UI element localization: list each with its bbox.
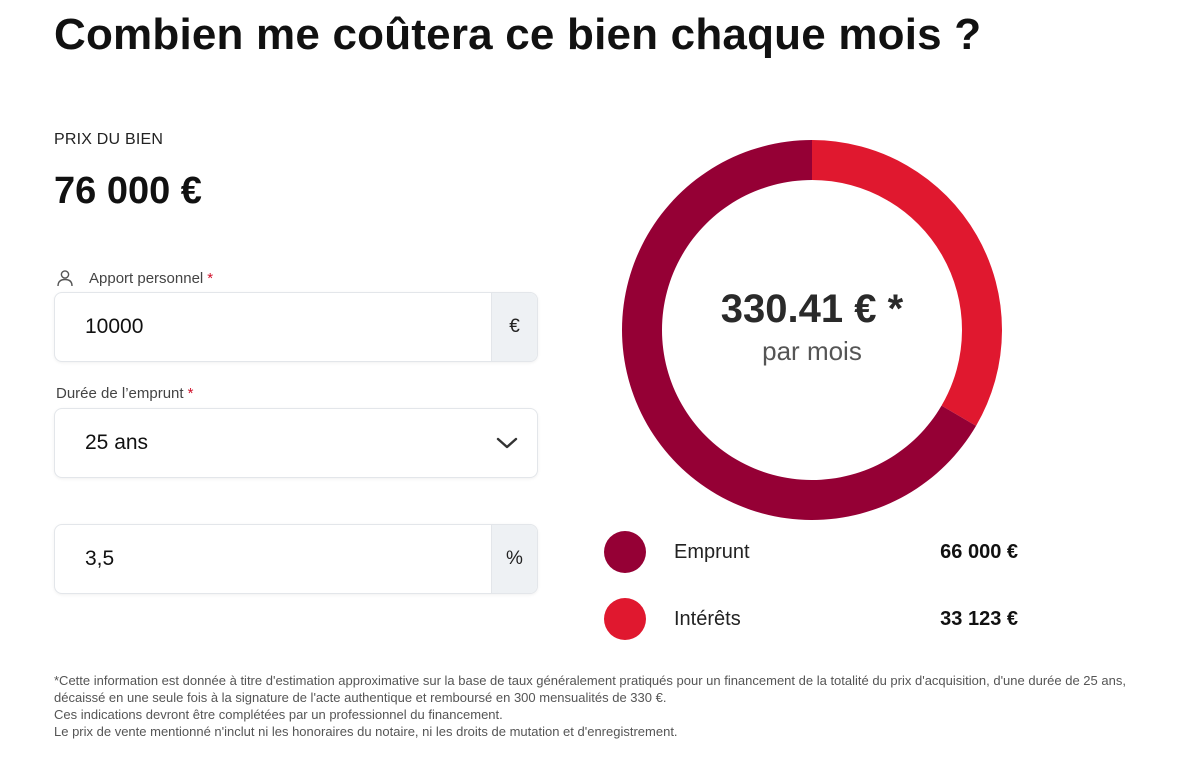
legend-value: 33 123 € bbox=[940, 607, 1018, 630]
donut-chart bbox=[620, 138, 1004, 522]
duree-select[interactable]: 25 ans bbox=[54, 408, 538, 478]
donut-center: 330.41 € * par mois bbox=[620, 138, 1004, 522]
taux-value[interactable]: 3,5 bbox=[85, 547, 115, 570]
legend-item-emprunt: Emprunt 66 000 € bbox=[604, 530, 1024, 574]
euro-suffix: € bbox=[491, 293, 537, 361]
donut-slice-interets bbox=[812, 140, 1002, 426]
duree-label-text: Durée de l’emprunt bbox=[56, 385, 184, 402]
legend-swatch-interets bbox=[604, 598, 646, 640]
price-label: PRIX DU BIEN bbox=[54, 131, 164, 148]
user-icon bbox=[56, 269, 74, 287]
page-title: Combien me coûtera ce bien chaque mois ? bbox=[54, 10, 982, 59]
apport-label-text: Apport personnel bbox=[89, 269, 204, 287]
disclaimer-line: Ces indications devront être complétées … bbox=[54, 707, 503, 722]
disclaimer: *Cette information est donnée à titre d'… bbox=[54, 672, 1164, 740]
apport-input[interactable]: 10000 € bbox=[54, 292, 538, 362]
disclaimer-line: *Cette information est donnée à titre d'… bbox=[54, 673, 1126, 705]
legend-item-interets: Intérêts 33 123 € bbox=[604, 597, 1024, 641]
legend-label: Intérêts bbox=[674, 607, 741, 630]
monthly-payment: 330.41 € * bbox=[720, 287, 904, 331]
duree-value[interactable]: 25 ans bbox=[85, 431, 149, 454]
legend-value: 66 000 € bbox=[940, 540, 1018, 563]
required-mark: * bbox=[207, 269, 214, 287]
apport-label: Apport personnel * bbox=[56, 269, 213, 287]
donut-svg bbox=[622, 140, 1002, 520]
taux-input[interactable]: 3,5 % bbox=[54, 524, 538, 594]
required-mark: * bbox=[187, 385, 194, 402]
legend-swatch-emprunt bbox=[604, 531, 646, 573]
percent-suffix: % bbox=[491, 525, 537, 593]
disclaimer-line: Le prix de vente mentionné n'inclut ni l… bbox=[54, 724, 678, 739]
legend-label: Emprunt bbox=[674, 540, 750, 563]
price-value: 76 000 € bbox=[54, 170, 202, 212]
duree-label: Durée de l’emprunt * bbox=[56, 385, 193, 402]
chevron-down-icon[interactable] bbox=[477, 409, 537, 477]
apport-value[interactable]: 10000 bbox=[85, 315, 144, 338]
per-month-label: par mois bbox=[762, 336, 862, 366]
